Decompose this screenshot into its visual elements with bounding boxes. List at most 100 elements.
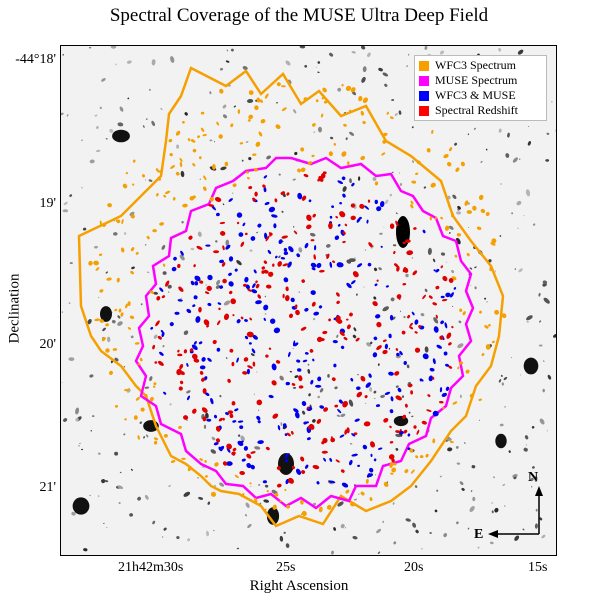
background-galaxy xyxy=(197,477,199,479)
redshift-source xyxy=(360,375,366,382)
background-galaxy xyxy=(424,346,429,353)
redshift-source xyxy=(223,313,230,321)
redshift-source xyxy=(239,470,245,476)
background-galaxy xyxy=(337,87,342,92)
wfc3-muse-source xyxy=(193,295,198,300)
wfc3-source xyxy=(449,147,453,152)
background-galaxy xyxy=(433,317,439,324)
redshift-source xyxy=(293,230,298,235)
redshift-source xyxy=(236,221,240,225)
background-galaxy xyxy=(278,255,281,259)
background-sources xyxy=(61,46,556,555)
background-galaxy xyxy=(329,52,334,57)
background-galaxy xyxy=(546,429,548,432)
background-galaxy xyxy=(146,118,148,120)
wfc3-source xyxy=(360,110,364,116)
wfc3-muse-source xyxy=(373,336,378,341)
redshift-source xyxy=(427,394,431,398)
wfc3-source xyxy=(430,182,436,188)
wfc3-muse-source xyxy=(356,217,361,223)
redshift-source xyxy=(240,241,245,247)
wfc3-source xyxy=(415,172,419,175)
background-galaxy xyxy=(421,548,423,550)
background-galaxy xyxy=(451,269,455,274)
redshift-source xyxy=(177,353,183,357)
wfc3-muse-source xyxy=(284,455,288,459)
background-galaxy xyxy=(264,484,269,488)
wfc3-source xyxy=(478,398,482,402)
wfc3-muse-source xyxy=(270,318,276,324)
background-galaxy xyxy=(163,527,167,531)
redshift-source xyxy=(178,286,184,292)
wfc3-source xyxy=(365,478,369,484)
background-galaxy xyxy=(469,506,475,512)
background-galaxy xyxy=(480,161,483,163)
wfc3-source xyxy=(124,418,127,421)
background-galaxy xyxy=(365,402,367,404)
background-galaxy xyxy=(199,178,202,180)
background-galaxy xyxy=(101,78,106,82)
background-galaxy xyxy=(377,363,380,366)
background-galaxy xyxy=(395,433,401,438)
background-galaxy xyxy=(378,67,383,72)
wfc3-muse-source xyxy=(445,363,450,367)
wfc3-source xyxy=(469,393,474,398)
wfc3-source xyxy=(386,111,389,115)
wfc3-muse-source xyxy=(238,232,244,237)
background-galaxy xyxy=(148,88,151,91)
wfc3-source xyxy=(452,401,458,405)
redshift-source xyxy=(232,447,237,452)
wfc3-source xyxy=(152,229,157,233)
x-tick-label: 21h42m30s xyxy=(118,560,184,575)
redshift-source xyxy=(262,184,266,188)
wfc3-muse-source xyxy=(236,212,243,218)
background-galaxy xyxy=(384,199,389,204)
wfc3-muse-source xyxy=(171,266,177,272)
wfc3-source xyxy=(374,181,379,186)
redshift-source xyxy=(231,401,236,406)
wfc3-source xyxy=(382,132,388,137)
redshift-source xyxy=(383,418,389,423)
redshift-source xyxy=(179,380,184,385)
background-galaxy xyxy=(123,232,127,235)
redshift-source xyxy=(367,199,371,203)
wfc3-muse-source xyxy=(263,187,267,193)
wfc3-muse-source xyxy=(331,205,335,209)
redshift-source xyxy=(256,399,263,406)
compass-arrows xyxy=(488,486,543,538)
background-galaxy xyxy=(130,468,133,471)
background-galaxy xyxy=(105,138,108,140)
wfc3-muse-source xyxy=(242,222,246,227)
background-galaxy xyxy=(241,159,244,162)
background-galaxy xyxy=(145,179,146,181)
redshift-source xyxy=(272,413,279,419)
wfc3-source xyxy=(389,116,394,120)
background-galaxy xyxy=(507,132,510,138)
wfc3-muse-source xyxy=(159,351,164,356)
background-galaxy xyxy=(511,212,513,215)
background-galaxy xyxy=(373,296,377,300)
background-galaxy xyxy=(126,60,132,64)
background-galaxy xyxy=(456,521,459,525)
wfc3-muse-source xyxy=(236,357,239,363)
background-galaxy xyxy=(429,531,432,535)
wfc3-muse-source xyxy=(177,299,183,302)
wfc3-muse-source xyxy=(339,434,345,438)
wfc3-source xyxy=(139,357,143,362)
background-galaxy xyxy=(292,347,294,349)
background-galaxy xyxy=(464,442,466,445)
wfc3-source xyxy=(485,344,491,350)
background-galaxy xyxy=(470,284,472,286)
background-galaxy xyxy=(110,46,117,49)
wfc3-muse-source xyxy=(440,320,444,325)
wfc3-source xyxy=(297,168,301,173)
wfc3-source xyxy=(197,135,200,139)
wfc3-muse-source xyxy=(264,201,270,206)
wfc3-source xyxy=(146,235,150,240)
background-galaxy xyxy=(114,451,119,456)
background-galaxy xyxy=(412,160,414,163)
wfc3-muse-source xyxy=(313,245,317,251)
background-galaxy xyxy=(61,311,63,313)
wfc3-muse-source xyxy=(161,331,165,338)
background-galaxy xyxy=(499,235,502,237)
